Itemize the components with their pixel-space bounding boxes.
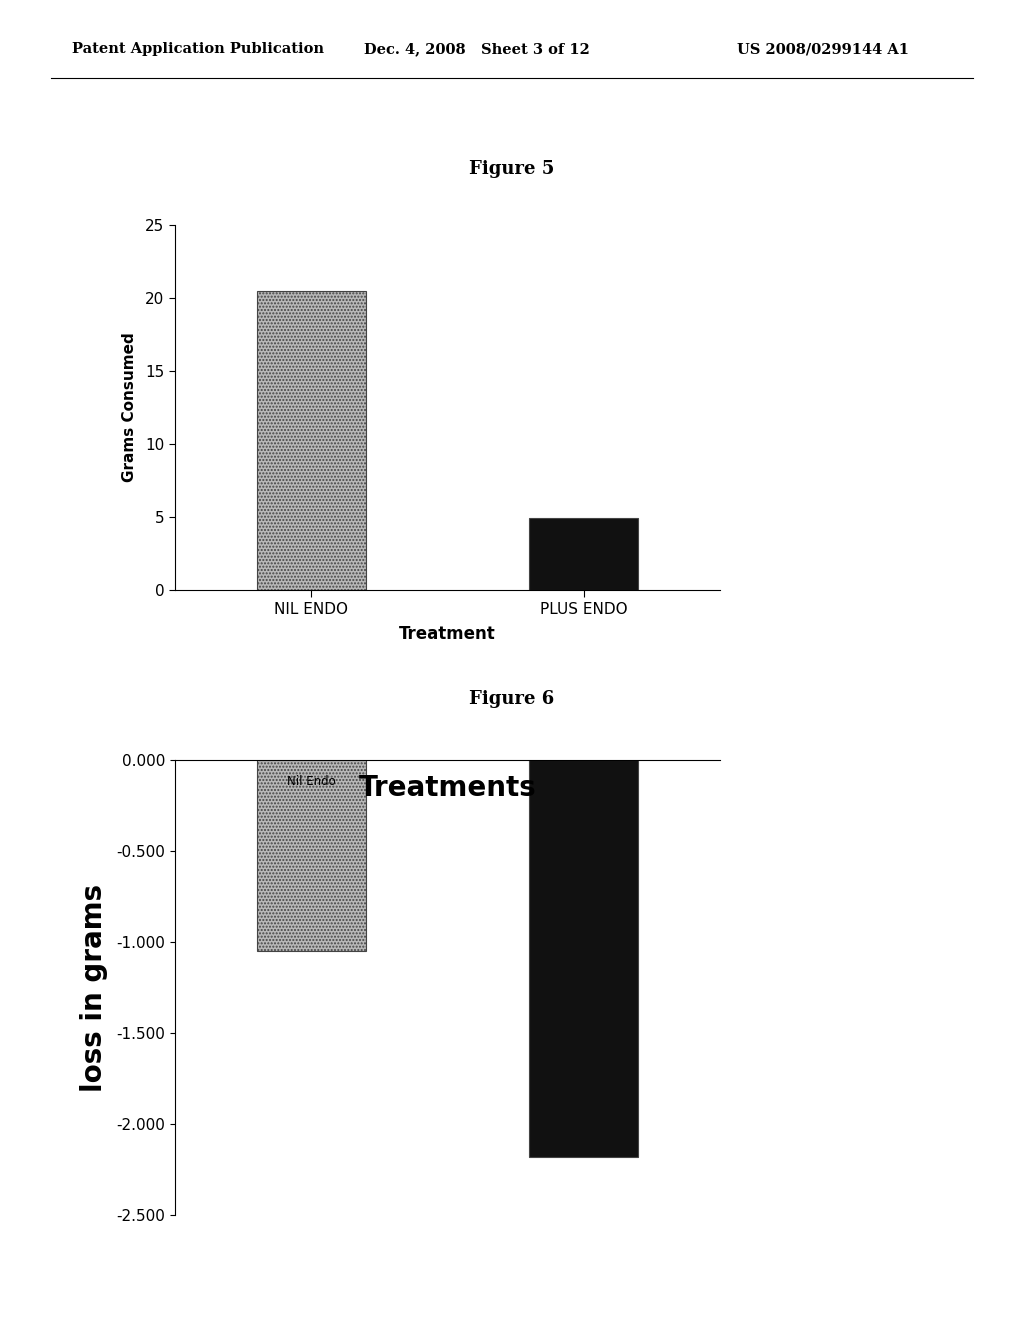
Bar: [529, 760, 638, 1156]
Text: Patent Application Publication: Patent Application Publication: [72, 42, 324, 57]
Text: US 2008/0299144 A1: US 2008/0299144 A1: [737, 42, 909, 57]
Bar: [257, 290, 366, 590]
X-axis label: Treatment: Treatment: [399, 626, 496, 643]
Bar: [529, 519, 638, 590]
Text: Dec. 4, 2008   Sheet 3 of 12: Dec. 4, 2008 Sheet 3 of 12: [364, 42, 590, 57]
Text: Figure 6: Figure 6: [469, 690, 555, 708]
X-axis label: Treatments: Treatments: [358, 774, 537, 801]
Y-axis label: loss in grams: loss in grams: [80, 883, 109, 1092]
Text: Figure 5: Figure 5: [469, 160, 555, 178]
Text: Nil Endo: Nil Endo: [287, 775, 336, 788]
Y-axis label: Grams Consumed: Grams Consumed: [122, 333, 137, 482]
Bar: [257, 760, 366, 952]
